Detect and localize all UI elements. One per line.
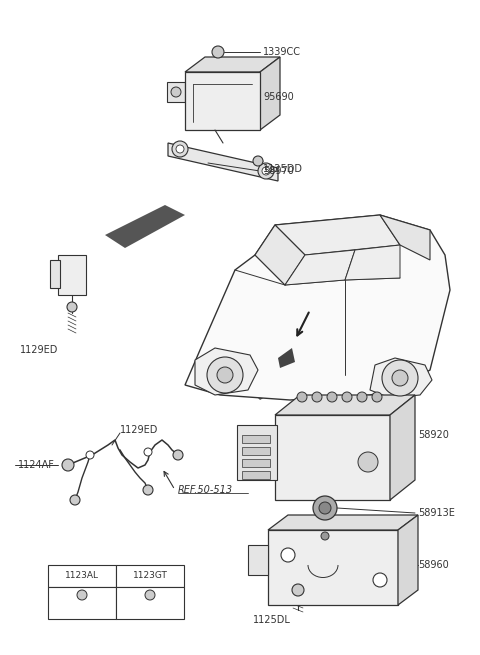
Text: 1129ED: 1129ED <box>20 345 59 355</box>
Polygon shape <box>185 57 280 72</box>
Bar <box>50 260 60 288</box>
Text: REF.50-513: REF.50-513 <box>178 485 233 495</box>
Circle shape <box>281 548 295 562</box>
Polygon shape <box>370 358 432 398</box>
Polygon shape <box>167 82 185 102</box>
Circle shape <box>77 590 87 600</box>
Polygon shape <box>245 325 370 400</box>
Bar <box>242 435 270 443</box>
Text: 58960: 58960 <box>418 560 449 570</box>
Polygon shape <box>285 250 355 285</box>
Circle shape <box>382 360 418 396</box>
Circle shape <box>342 392 352 402</box>
Bar <box>48 587 116 619</box>
Text: 58920: 58920 <box>418 430 449 440</box>
Circle shape <box>292 584 304 596</box>
Polygon shape <box>255 225 305 285</box>
Polygon shape <box>268 515 418 530</box>
Bar <box>48 565 116 587</box>
Circle shape <box>357 392 367 402</box>
Polygon shape <box>345 245 400 280</box>
Bar <box>185 72 260 130</box>
Circle shape <box>258 163 274 179</box>
Circle shape <box>144 448 152 456</box>
Polygon shape <box>380 215 430 260</box>
Text: 95690: 95690 <box>263 92 294 102</box>
Circle shape <box>358 452 378 472</box>
Polygon shape <box>105 205 185 248</box>
Text: 1123AL: 1123AL <box>65 572 99 580</box>
Polygon shape <box>248 545 268 575</box>
Text: 1125DD: 1125DD <box>263 164 303 174</box>
Polygon shape <box>185 215 450 400</box>
Polygon shape <box>168 143 278 181</box>
Circle shape <box>176 145 184 153</box>
Bar <box>242 459 270 467</box>
Bar <box>268 530 398 605</box>
Bar <box>275 415 390 500</box>
Text: 1125DL: 1125DL <box>253 615 291 625</box>
Text: 58913E: 58913E <box>418 508 455 518</box>
Polygon shape <box>275 395 415 415</box>
Circle shape <box>253 156 263 166</box>
Circle shape <box>145 590 155 600</box>
Circle shape <box>312 392 322 402</box>
Polygon shape <box>195 348 258 395</box>
Circle shape <box>372 392 382 402</box>
Circle shape <box>212 46 224 58</box>
Circle shape <box>143 485 153 495</box>
Circle shape <box>313 496 337 520</box>
Circle shape <box>262 167 270 175</box>
Circle shape <box>67 302 77 312</box>
Circle shape <box>172 141 188 157</box>
Polygon shape <box>275 215 400 255</box>
Circle shape <box>297 392 307 402</box>
Polygon shape <box>398 515 418 605</box>
Circle shape <box>171 87 181 97</box>
Text: 1124AF: 1124AF <box>18 460 55 470</box>
Text: 58970: 58970 <box>263 166 294 176</box>
Text: 1339CC: 1339CC <box>263 47 301 57</box>
Circle shape <box>62 459 74 471</box>
Circle shape <box>70 495 80 505</box>
Bar <box>116 587 184 619</box>
Circle shape <box>173 450 183 460</box>
Circle shape <box>319 502 331 514</box>
Polygon shape <box>260 57 280 130</box>
Bar <box>242 447 270 455</box>
Circle shape <box>207 357 243 393</box>
Bar <box>242 471 270 479</box>
Circle shape <box>86 451 94 459</box>
Circle shape <box>327 392 337 402</box>
Bar <box>237 425 277 480</box>
Text: 1129ED: 1129ED <box>120 425 158 435</box>
Bar <box>58 255 86 295</box>
Circle shape <box>321 532 329 540</box>
Text: 1123GT: 1123GT <box>132 572 168 580</box>
Polygon shape <box>278 348 295 368</box>
Circle shape <box>217 367 233 383</box>
Bar <box>116 565 184 587</box>
Circle shape <box>392 370 408 386</box>
Circle shape <box>373 573 387 587</box>
Polygon shape <box>390 395 415 500</box>
